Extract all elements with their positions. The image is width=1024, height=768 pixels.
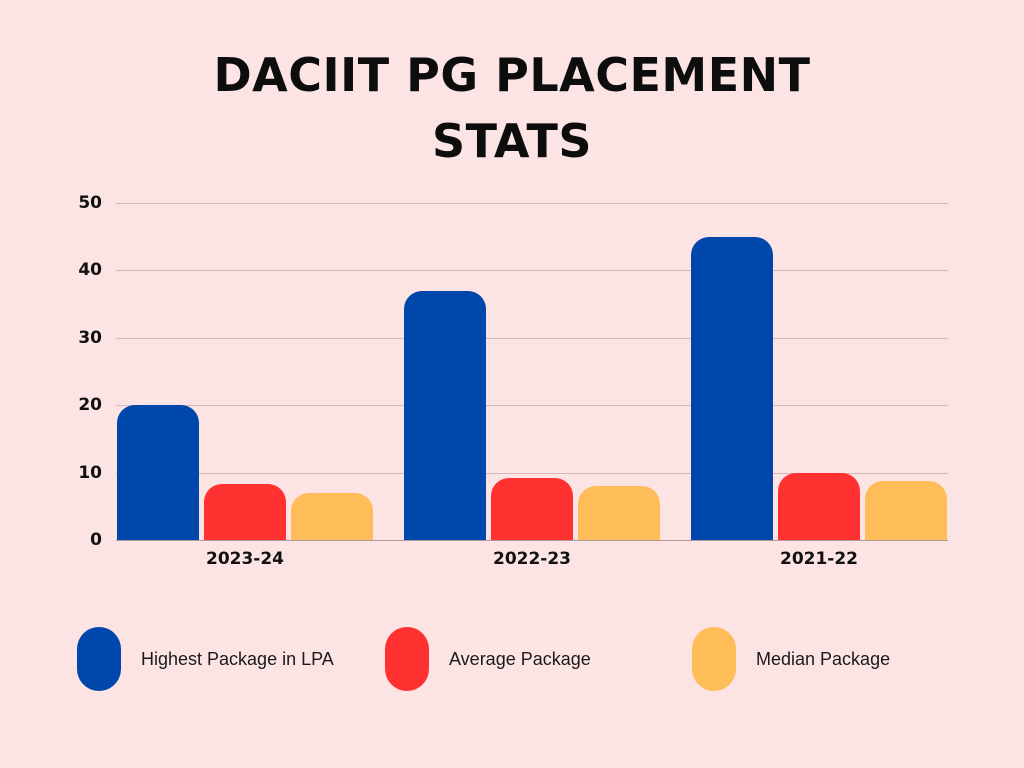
bar-median-2021-22 [865, 480, 947, 540]
bar-chart: 0 10 20 30 40 50 2023-24 2022-23 2021-22 [78, 193, 948, 569]
legend-swatch-icon [385, 627, 429, 691]
x-axis-tick-label: 2023-24 [205, 549, 285, 569]
x-axis-tick-label: 2022-23 [492, 549, 572, 569]
legend-swatch-icon [692, 627, 736, 691]
gridline [116, 203, 948, 204]
y-axis-tick-label: 40 [78, 260, 102, 281]
chart-title-line-2: STATS [432, 114, 592, 168]
bar-highest-2023-24 [117, 405, 199, 540]
bar-average-2023-24 [204, 484, 286, 540]
bar-average-2021-22 [778, 472, 860, 540]
gridline [116, 270, 948, 271]
legend-item: Median Package [692, 626, 890, 692]
legend-label: Highest Package in LPA [141, 648, 334, 669]
gridline [116, 405, 948, 406]
chart-title: DACIIT PG PLACEMENT STATS [0, 42, 1024, 174]
legend-label: Median Package [756, 648, 891, 669]
gridline [116, 540, 948, 541]
y-axis-tick-label: 10 [78, 462, 102, 483]
chart-legend: Highest Package in LPA Average Package Med… [0, 626, 1024, 692]
x-axis-tick-label: 2021-22 [779, 549, 859, 569]
bar-median-2023-24 [291, 492, 373, 540]
y-axis-tick-label: 50 [78, 193, 102, 213]
legend-item: Average Package [385, 626, 591, 692]
chart-title-line-1: DACIIT PG PLACEMENT [213, 48, 811, 102]
legend-swatch-icon [77, 627, 121, 691]
y-axis-tick-label: 0 [90, 530, 102, 550]
legend-label: Average Package [449, 648, 591, 669]
legend-item: Highest Package in LPA [77, 626, 334, 692]
gridline [116, 473, 948, 474]
bar-highest-2022-23 [404, 290, 486, 540]
gridline [116, 338, 948, 339]
bar-median-2022-23 [578, 486, 660, 540]
bar-highest-2021-22 [691, 236, 773, 540]
y-axis-tick-label: 20 [78, 395, 102, 416]
y-axis-tick-label: 30 [78, 327, 102, 348]
bar-average-2022-23 [491, 477, 573, 540]
